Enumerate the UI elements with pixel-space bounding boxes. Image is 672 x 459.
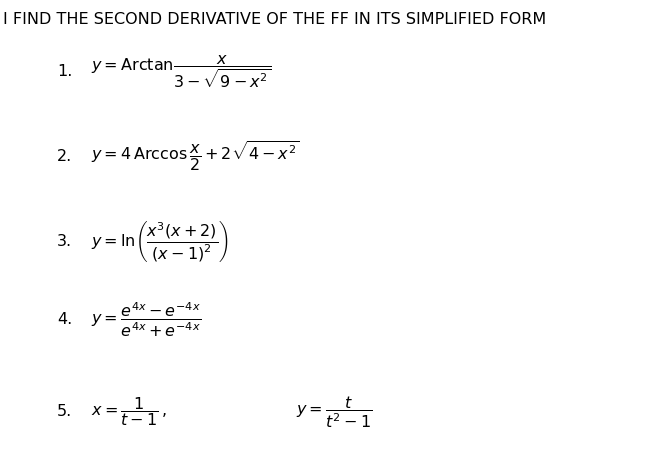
- Text: 3.: 3.: [57, 234, 73, 248]
- Text: $y = \dfrac{e^{4x}-e^{-4x}}{e^{4x}+e^{-4x}}$: $y = \dfrac{e^{4x}-e^{-4x}}{e^{4x}+e^{-4…: [91, 300, 201, 338]
- Text: $y = \ln\!\left(\dfrac{x^3(x+2)}{(x-1)^2}\right)$: $y = \ln\!\left(\dfrac{x^3(x+2)}{(x-1)^2…: [91, 218, 228, 263]
- Text: $x = \dfrac{1}{t-1}\,,$: $x = \dfrac{1}{t-1}\,,$: [91, 394, 167, 427]
- Text: 1.: 1.: [57, 64, 73, 78]
- Text: $y = \mathrm{Arctan}\dfrac{x}{3-\sqrt{9-x^2}}$: $y = \mathrm{Arctan}\dfrac{x}{3-\sqrt{9-…: [91, 53, 271, 90]
- Text: $y = 4\,\mathrm{Arccos}\,\dfrac{x}{2}+ 2\sqrt{4 - x^2}$: $y = 4\,\mathrm{Arccos}\,\dfrac{x}{2}+ 2…: [91, 140, 300, 173]
- Text: 5.: 5.: [57, 403, 73, 418]
- Text: $y =\dfrac{t}{t^2-1}$: $y =\dfrac{t}{t^2-1}$: [296, 393, 372, 429]
- Text: I FIND THE SECOND DERIVATIVE OF THE FF IN ITS SIMPLIFIED FORM: I FIND THE SECOND DERIVATIVE OF THE FF I…: [3, 11, 546, 27]
- Text: 2.: 2.: [57, 149, 73, 163]
- Text: 4.: 4.: [57, 312, 73, 326]
